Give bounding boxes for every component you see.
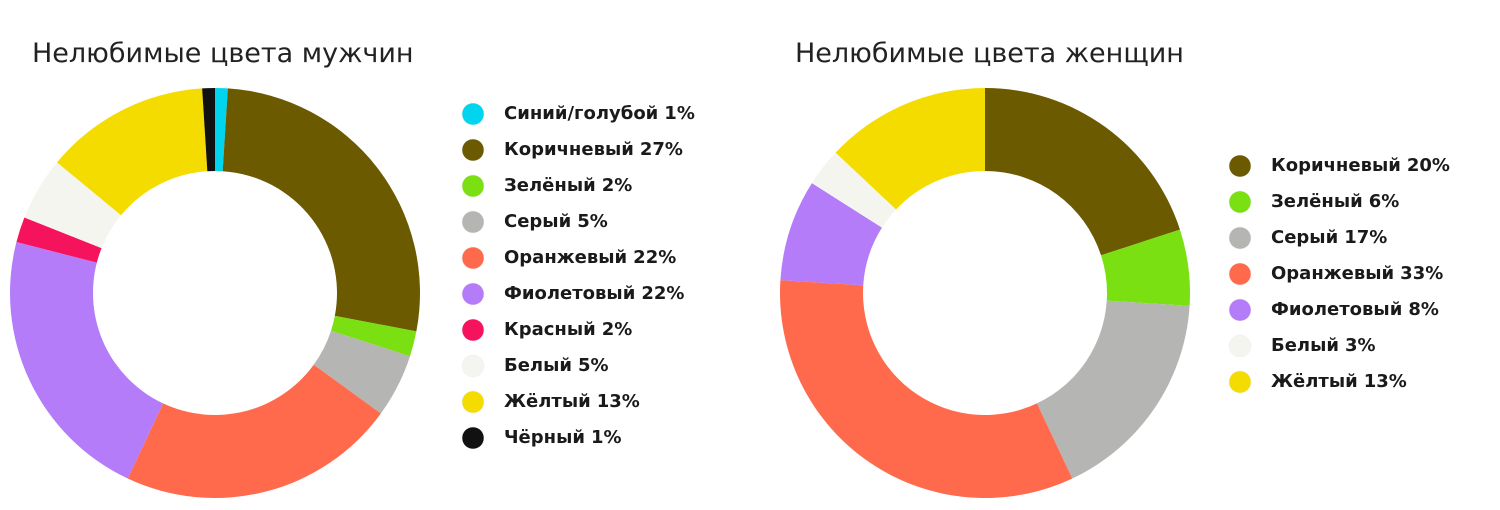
- donut-slice: [57, 88, 208, 216]
- donut-slice: [780, 183, 882, 286]
- legend-marker: [1228, 298, 1252, 322]
- legend-label: Фиолетовый: [504, 283, 635, 304]
- donut-slice: [780, 280, 1073, 498]
- chart-title: Нелюбимые цвета мужчин: [32, 38, 414, 69]
- legend-entry: Зелёный 6%: [1271, 191, 1399, 212]
- legend-marker: [461, 426, 485, 450]
- legend-marker: [1228, 190, 1252, 214]
- legend-marker: [1228, 262, 1252, 286]
- legend-entry: Жёлтый 13%: [1271, 371, 1407, 392]
- legend-value: 22%: [633, 247, 676, 268]
- legend-entry: Зелёный 2%: [504, 175, 632, 196]
- legend-entry: Оранжевый 22%: [504, 247, 676, 268]
- legend-value: 17%: [1344, 227, 1387, 248]
- legend-value: 33%: [1400, 263, 1443, 284]
- legend-marker: [461, 102, 485, 126]
- legend-value: 27%: [640, 139, 683, 160]
- legend-value: 5%: [578, 355, 609, 376]
- legend-marker: [461, 318, 485, 342]
- legend-value: 2%: [602, 175, 633, 196]
- legend-marker: [1228, 154, 1252, 178]
- donut-slice: [835, 88, 985, 210]
- legend-value: 8%: [1408, 299, 1439, 320]
- legend-value: 6%: [1369, 191, 1400, 212]
- legend-value: 13%: [597, 391, 640, 412]
- legend-label: Жёлтый: [1271, 371, 1358, 392]
- legend-label: Синий/голубой: [504, 103, 658, 124]
- legend-label: Чёрный: [504, 427, 585, 448]
- legend-label: Красный: [504, 319, 596, 340]
- legend-label: Коричневый: [504, 139, 634, 160]
- legend-value: 22%: [641, 283, 684, 304]
- donut-slice: [1101, 229, 1190, 306]
- legend-value: 5%: [577, 211, 608, 232]
- donut-slice: [1036, 300, 1190, 479]
- legend-marker: [461, 354, 485, 378]
- legend-label: Фиолетовый: [1271, 299, 1402, 320]
- legend-label: Серый: [1271, 227, 1338, 248]
- legend-label: Белый: [1271, 335, 1339, 356]
- legend-marker: [1228, 370, 1252, 394]
- legend-marker: [461, 138, 485, 162]
- legend-marker: [461, 174, 485, 198]
- legend-label: Коричневый: [1271, 155, 1401, 176]
- legend-label: Жёлтый: [504, 391, 591, 412]
- legend-value: 3%: [1345, 335, 1376, 356]
- legend-label: Зелёный: [504, 175, 596, 196]
- donut-slice: [222, 88, 420, 332]
- legend-label: Зелёный: [1271, 191, 1363, 212]
- legend-value: 13%: [1364, 371, 1407, 392]
- legend-entry: Серый 5%: [504, 211, 608, 232]
- legend-value: 1%: [664, 103, 695, 124]
- legend-entry: Чёрный 1%: [504, 427, 622, 448]
- legend-entry: Синий/голубой 1%: [504, 103, 695, 124]
- legend-entry: Красный 2%: [504, 319, 632, 340]
- donut-slice: [16, 217, 102, 263]
- legend-label: Оранжевый: [1271, 263, 1394, 284]
- donut-slice: [985, 88, 1180, 256]
- legend-entry: Серый 17%: [1271, 227, 1387, 248]
- donut-slice: [313, 330, 410, 414]
- donut-slice: [10, 242, 164, 479]
- legend-entry: Коричневый 27%: [504, 139, 683, 160]
- donut-slice: [24, 162, 121, 249]
- legend-label: Серый: [504, 211, 571, 232]
- donut-slice: [202, 88, 215, 172]
- legend-value: 20%: [1407, 155, 1450, 176]
- legend-label: Оранжевый: [504, 247, 627, 268]
- legend-marker: [461, 390, 485, 414]
- legend-entry: Коричневый 20%: [1271, 155, 1450, 176]
- legend-entry: Белый 5%: [504, 355, 609, 376]
- donut-slice: [215, 88, 228, 172]
- legend-marker: [1228, 334, 1252, 358]
- legend-marker: [461, 210, 485, 234]
- chart-title: Нелюбимые цвета женщин: [795, 38, 1184, 69]
- donut-slice: [127, 364, 381, 498]
- legend-value: 1%: [591, 427, 622, 448]
- legend-label: Белый: [504, 355, 572, 376]
- donut-slice: [331, 315, 417, 357]
- legend-entry: Оранжевый 33%: [1271, 263, 1443, 284]
- legend-entry: Фиолетовый 8%: [1271, 299, 1439, 320]
- legend-entry: Жёлтый 13%: [504, 391, 640, 412]
- donut-slice: [811, 152, 897, 228]
- legend-value: 2%: [602, 319, 633, 340]
- legend-marker: [1228, 226, 1252, 250]
- legend-entry: Белый 3%: [1271, 335, 1376, 356]
- legend-entry: Фиолетовый 22%: [504, 283, 684, 304]
- legend-marker: [461, 246, 485, 270]
- legend-marker: [461, 282, 485, 306]
